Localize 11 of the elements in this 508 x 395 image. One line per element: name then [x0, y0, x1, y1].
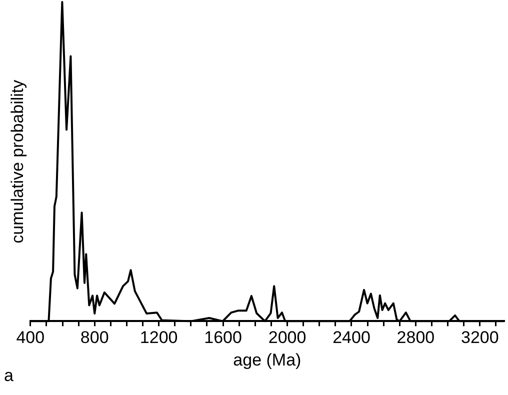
x-axis-title: age (Ma): [233, 350, 302, 370]
y-axis-title: cumulative probability: [8, 79, 27, 244]
x-tick-label: 1200: [140, 328, 178, 348]
x-tick-label: 1600: [204, 328, 242, 348]
x-tick-label: 3200: [461, 328, 499, 348]
x-tick-label: 2400: [332, 328, 370, 348]
x-tick-label: 2800: [396, 328, 435, 348]
x-tick-label: 800: [80, 328, 109, 348]
text: a: [4, 366, 14, 385]
x-tick-label: 2000: [268, 328, 306, 348]
x-tick-label: 400: [16, 328, 45, 348]
